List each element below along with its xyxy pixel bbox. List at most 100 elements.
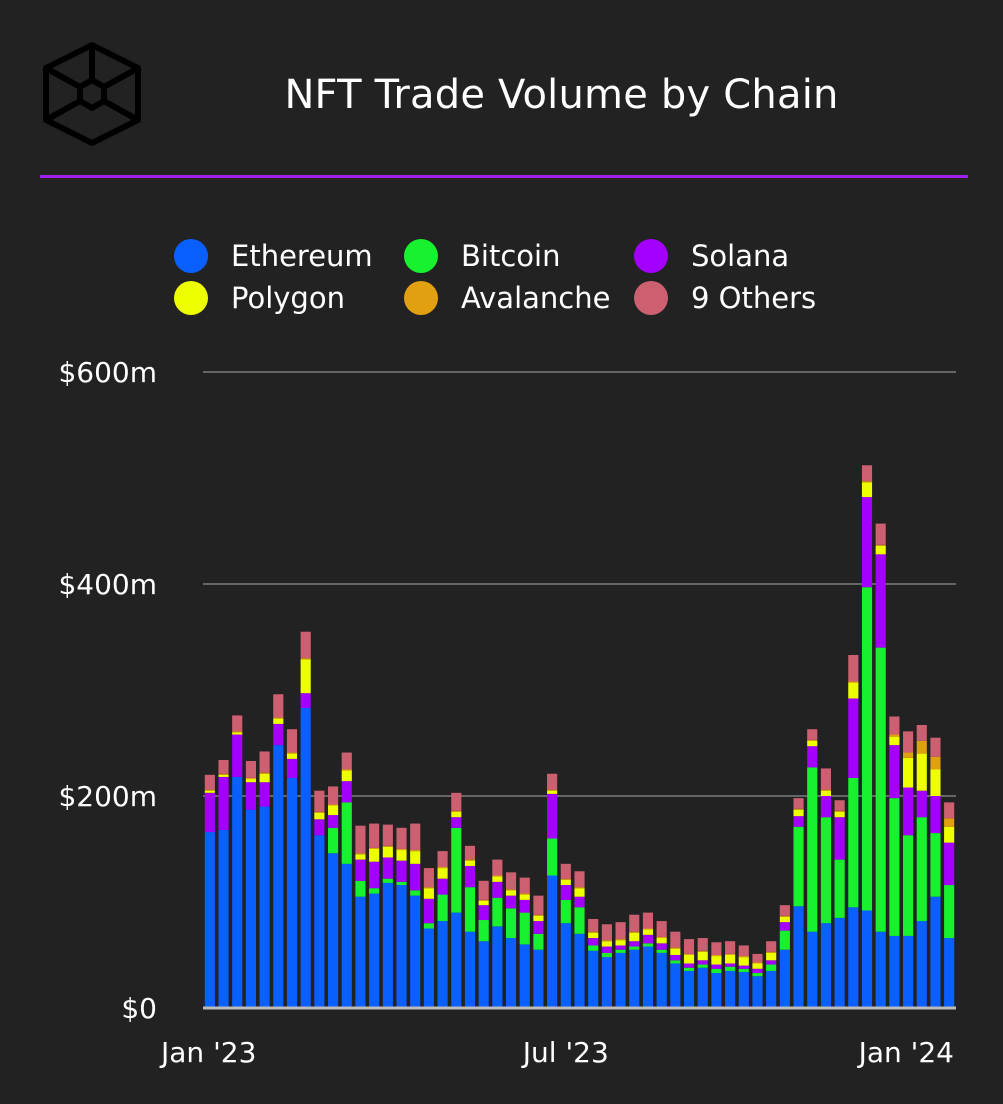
bar-segment-solana — [889, 745, 900, 799]
bar-stack — [218, 759, 229, 1008]
bar-segment-solana — [629, 941, 640, 947]
bar-segment-bitcoin — [615, 949, 626, 953]
bar-segment-ethereum — [519, 944, 530, 1008]
bar-segment-avalanche — [451, 810, 462, 812]
bar-segment-solana — [766, 960, 777, 965]
bar-segment-avalanche — [314, 811, 325, 813]
bar-stack — [793, 798, 804, 1008]
bar-segment-bitcoin — [683, 967, 695, 971]
bar-segment-polygon — [273, 718, 284, 724]
bar-segment-avalanche — [232, 731, 243, 733]
bar-segment-polygon — [697, 951, 708, 961]
bar-segment-polygon — [300, 659, 311, 694]
bar-segment-ethereum — [615, 952, 626, 1008]
bar-segment-9-others — [478, 880, 489, 900]
bar-segment-solana — [232, 734, 243, 777]
bar-stack — [382, 824, 393, 1008]
bar-segment-bitcoin — [451, 827, 462, 913]
bar-segment-9-others — [341, 752, 352, 770]
bar-segment-ethereum — [629, 949, 640, 1008]
bar-segment-avalanche — [204, 789, 215, 791]
bar-segment-9-others — [889, 716, 900, 735]
bar-segment-9-others — [232, 715, 243, 732]
bar-segment-avalanche — [615, 939, 626, 941]
bar-stack — [670, 931, 681, 1008]
bar-segment-9-others — [273, 694, 284, 718]
bar-segment-9-others — [300, 631, 311, 659]
bar-segment-polygon — [245, 779, 256, 783]
bar-segment-ethereum — [848, 907, 859, 1008]
bar-segment-9-others — [683, 939, 695, 954]
bar-segment-bitcoin — [848, 777, 859, 908]
bar-segment-polygon — [889, 736, 900, 746]
bar-segment-avalanche — [560, 878, 571, 880]
bar-segment-9-others — [807, 729, 818, 740]
bar-segment-avalanche — [889, 734, 900, 737]
legend-swatch-polygon — [174, 281, 208, 315]
bar-segment-polygon — [218, 774, 229, 777]
bar-segment-solana — [451, 817, 462, 828]
bar-segment-solana — [533, 921, 544, 934]
bar-segment-ethereum — [286, 777, 298, 1008]
bar-segment-ethereum — [779, 949, 790, 1008]
bar-segment-9-others — [779, 905, 790, 916]
bar-segment-solana — [478, 905, 489, 921]
bar-segment-solana — [807, 746, 818, 768]
bar-stack — [286, 729, 298, 1008]
bar-stack — [944, 802, 955, 1008]
bar-segment-avalanche — [779, 915, 790, 917]
bar-segment-bitcoin — [889, 798, 900, 936]
legend-swatch-bitcoin — [404, 239, 438, 273]
bar-stack — [875, 523, 886, 1008]
bar-segment-avalanche — [355, 853, 366, 855]
bar-segment-9-others — [861, 465, 873, 482]
bar-segment-ethereum — [232, 776, 243, 1008]
bar-segment-9-others — [464, 845, 476, 860]
bar-segment-9-others — [369, 823, 380, 848]
chart-title: NFT Trade Volume by Chain — [284, 72, 839, 118]
bar-segment-ethereum — [245, 809, 256, 1008]
bar-segment-solana — [752, 968, 763, 974]
bar-segment-avalanche — [766, 951, 777, 953]
bar-segment-solana — [861, 497, 873, 588]
bar-stack — [327, 786, 339, 1008]
bar-segment-polygon — [437, 868, 448, 879]
bar-segment-polygon — [916, 753, 927, 791]
bar-segment-ethereum — [834, 917, 845, 1008]
bar-segment-solana — [779, 922, 790, 931]
bar-segment-polygon — [396, 850, 407, 861]
bar-segment-9-others — [204, 774, 215, 790]
bar-segment-polygon — [683, 955, 695, 964]
bar-segment-polygon — [410, 851, 421, 864]
bar-segment-polygon — [574, 888, 585, 897]
bar-segment-9-others — [944, 802, 955, 819]
bar-segment-solana — [204, 792, 215, 833]
bar-segment-polygon — [670, 948, 681, 955]
bar-segment-polygon — [601, 941, 612, 947]
bar-segment-9-others — [533, 895, 544, 915]
bar-segment-bitcoin — [396, 881, 407, 886]
legend-label-9-others: 9 Others — [691, 281, 817, 315]
bar-segment-9-others — [738, 945, 749, 957]
bar-segment-bitcoin — [505, 908, 517, 939]
bar-segment-avalanche — [437, 867, 448, 869]
x-tick-label: Jan '23 — [159, 1036, 256, 1069]
bar-segment-bitcoin — [642, 943, 654, 947]
bar-stack — [519, 877, 530, 1008]
bar-stack — [656, 921, 667, 1008]
y-tick-label: $400m — [58, 568, 157, 601]
bar-segment-9-others — [286, 729, 298, 753]
bar-segment-solana — [314, 819, 325, 836]
bar-segment-9-others — [930, 737, 941, 757]
legend-item-avalanche: Avalanche — [404, 281, 634, 315]
title-divider — [40, 175, 968, 178]
bar-segment-avalanche — [505, 889, 517, 891]
bar-stack — [683, 939, 695, 1008]
bar-stack — [848, 655, 859, 1008]
bar-segment-avalanche — [916, 740, 927, 754]
bar-segment-bitcoin — [547, 838, 558, 876]
bar-segment-avalanche — [492, 875, 503, 877]
bar-stack — [889, 716, 900, 1008]
bar-segment-ethereum — [725, 970, 736, 1008]
bar-segment-9-others — [697, 938, 708, 951]
